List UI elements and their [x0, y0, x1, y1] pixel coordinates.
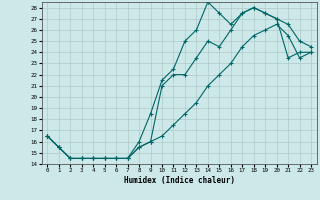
X-axis label: Humidex (Indice chaleur): Humidex (Indice chaleur) — [124, 176, 235, 185]
